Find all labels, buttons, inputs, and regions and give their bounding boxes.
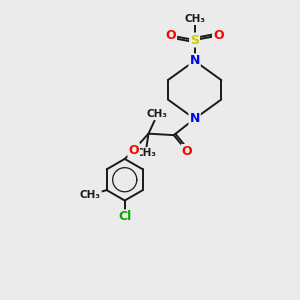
Text: N: N [189, 54, 200, 67]
Text: CH₃: CH₃ [184, 14, 205, 24]
Text: O: O [213, 29, 224, 42]
Text: O: O [182, 145, 193, 158]
Text: CH₃: CH₃ [135, 148, 156, 158]
Text: N: N [189, 112, 200, 125]
Text: CH₃: CH₃ [80, 190, 101, 200]
Text: S: S [190, 34, 199, 46]
Text: Cl: Cl [118, 210, 131, 224]
Text: O: O [128, 143, 139, 157]
Text: CH₃: CH₃ [147, 109, 168, 119]
Text: O: O [166, 29, 176, 42]
